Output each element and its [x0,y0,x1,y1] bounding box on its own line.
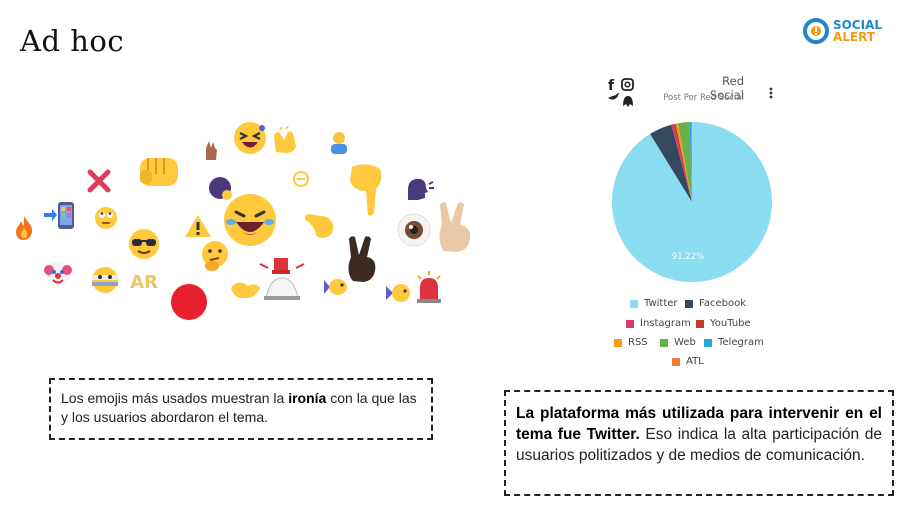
legend-swatch [630,299,638,308]
pointing-hand-down-icon [346,163,386,217]
more-options-icon[interactable] [768,86,776,100]
chart-subtitle: Post Por Red Social [663,93,744,103]
legend-label: Telegram [718,337,764,348]
pie-slice-atl [691,122,692,202]
pie-label-twitter: 91.22% [672,252,704,262]
emoji-note-prefix: Los emojis más usados muestran la [61,390,289,406]
legend-item-facebook[interactable]: Facebook [685,298,746,309]
eye-icon [396,212,432,248]
pie-chart: 91.22% [612,122,772,282]
platform-note-rest: Eso indica la alta participación de usua… [516,426,882,464]
crossed-fingers-icon [200,138,222,162]
siren-bell-icon [256,256,308,302]
pie-slice-web [678,122,692,202]
thinking-face-icon [200,240,230,272]
laughing-face-icon [222,192,278,248]
social-alert-logo: SOCIAL ALERT [802,18,882,44]
fish-icon [322,276,348,298]
chart-title: Red Social [709,74,744,102]
fish-face-icon [384,282,412,304]
speaking-head-icon [404,176,434,202]
legend-label: YouTube [710,318,751,329]
logo-line2: ALERT [832,30,875,44]
clapping-hands-icon [270,126,300,154]
legend-swatch [660,338,668,347]
phone-arrow-icon [42,200,76,230]
victory-hand-dark-icon [343,235,383,283]
page-title: Ad hoc [20,24,125,58]
fist-icon [136,150,182,190]
legend-item-rss[interactable]: RSS [614,337,648,348]
fire-icon [12,215,36,241]
platform-note-bold: La plataforma más utilizada para interve… [516,405,882,443]
sunglasses-face-icon [128,228,160,260]
legend-swatch [626,319,634,328]
legend-label: Twitter [644,298,678,309]
emoji-note-box: Los emojis más usados muestran la ironía… [49,378,433,440]
legend-item-youtube[interactable]: YouTube [696,318,751,329]
legend-swatch [672,357,680,366]
legend-swatch [614,338,622,347]
emoji-note-bold: ironía [288,390,327,406]
emoji-note-suffix: con la que las y los usuarios abordaron … [61,390,417,425]
ar-label: AR [130,271,158,293]
person-icon [328,130,350,154]
chart-card: f Red Social Post Por Red Social 91.22% [596,60,792,380]
legend-label: RSS [628,337,648,348]
legend-swatch [696,319,704,328]
bandaged-face-icon [90,266,120,294]
svg-text:f: f [608,78,615,94]
legend-item-instagram[interactable]: Instagram [626,318,691,329]
legend-label: Web [674,337,696,348]
alert-logo-icon [802,18,829,44]
mask-spray-icon [228,276,262,302]
upside-face-icon [292,170,310,188]
pie-slice-facebook [650,124,692,202]
legend-item-atl[interactable]: ATL [672,356,704,367]
legend-label: Instagram [640,318,691,329]
pointing-hand-left-icon [303,208,337,242]
pie-slice-telegram [689,122,692,202]
police-light-icon [414,270,444,304]
pie-slice-youtube [673,123,692,202]
rolling-eyes-face-icon [94,206,118,230]
social-networks-icon: f [608,78,634,107]
pie-slice-rss [675,123,692,202]
legend-label: Facebook [699,298,746,309]
warning-icon [184,214,212,238]
platform-note-box: La plataforma más utilizada para interve… [504,390,894,496]
legend-item-web[interactable]: Web [660,337,696,348]
red-circle-icon [170,283,208,321]
dark-ball-icon [207,175,233,201]
legend-label: ATL [686,356,704,367]
legend-swatch [704,338,712,347]
squinting-face-icon [232,120,268,156]
legend-item-twitter[interactable]: Twitter [630,298,678,309]
pie-slice-instagram [671,124,692,202]
legend-swatch [685,299,693,308]
victory-hand-light-icon [434,201,476,253]
cross-mark-icon [86,168,112,194]
legend-item-telegram[interactable]: Telegram [704,337,764,348]
logo-line1: SOCIAL [832,18,882,32]
clown-face-icon [44,260,72,288]
